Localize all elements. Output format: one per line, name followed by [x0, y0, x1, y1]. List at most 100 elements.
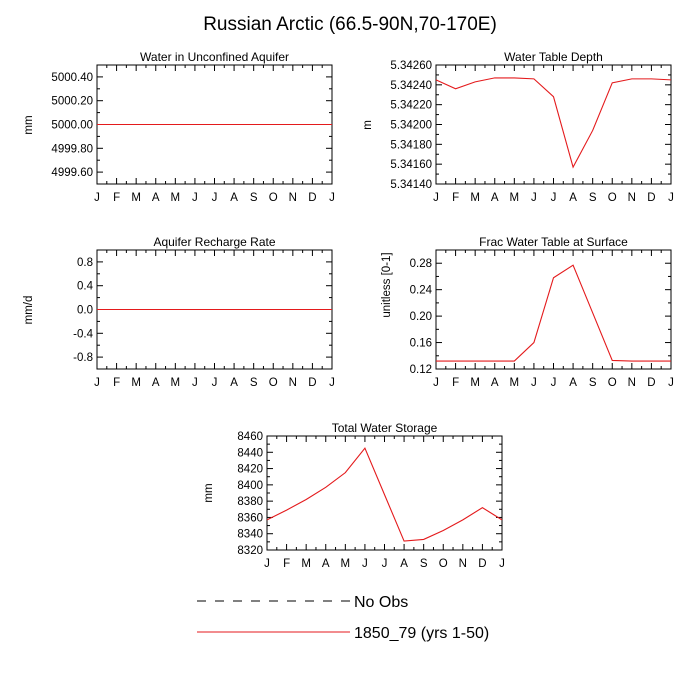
y-tick-label: -0.8: [73, 352, 93, 364]
y-axis-label: m: [362, 120, 374, 130]
x-tick-label: J: [499, 558, 505, 570]
x-tick-label: J: [433, 192, 439, 204]
y-tick-label: 0.12: [410, 364, 432, 376]
y-tick-label: 5.34160: [390, 159, 432, 171]
x-tick-label: S: [250, 192, 258, 204]
legend: No Obs 1850_79 (yrs 1-50): [197, 594, 489, 642]
x-tick-label: J: [264, 558, 270, 570]
x-tick-label: A: [491, 192, 499, 204]
x-tick-label: J: [531, 192, 537, 204]
x-tick-label: M: [470, 377, 480, 389]
y-tick-label: 0.4: [77, 281, 94, 293]
y-tick-label: 5.34260: [390, 60, 432, 72]
y-tick-label: 5.34240: [390, 80, 432, 92]
y-tick-label: 8320: [237, 545, 263, 557]
y-tick-label: 8360: [237, 512, 263, 524]
x-tick-label: J: [94, 377, 100, 389]
x-tick-label: A: [569, 192, 577, 204]
y-tick-label: 0.16: [410, 338, 432, 350]
y-tick-label: 5.34200: [390, 120, 432, 132]
y-tick-label: 5000.40: [51, 72, 93, 84]
y-axis-label: mm: [203, 483, 215, 502]
x-tick-label: J: [382, 558, 388, 570]
x-tick-label: F: [452, 192, 459, 204]
x-tick-label: A: [491, 377, 499, 389]
y-tick-label: 8460: [237, 431, 263, 443]
x-tick-label: A: [152, 377, 160, 389]
y-tick-label: 5.34220: [390, 100, 432, 112]
x-tick-label: M: [131, 192, 141, 204]
x-tick-label: S: [589, 377, 597, 389]
x-tick-label: J: [531, 377, 537, 389]
series-line-model: [436, 264, 671, 362]
y-tick-label: 4999.60: [51, 167, 93, 179]
y-tick-label: 5.34140: [390, 179, 432, 191]
x-tick-label: A: [322, 558, 330, 570]
panel-title: Water Table Depth: [504, 50, 603, 64]
y-tick-label: -0.4: [73, 328, 93, 340]
x-tick-label: J: [192, 377, 198, 389]
y-tick-label: 8440: [237, 447, 263, 459]
y-tick-label: 8400: [237, 480, 263, 492]
figure-title: Russian Arctic (66.5-90N,70-170E): [203, 14, 497, 35]
x-tick-label: J: [212, 192, 218, 204]
y-tick-label: 5000.20: [51, 96, 93, 108]
x-tick-label: J: [192, 192, 198, 204]
legend-label: 1850_79 (yrs 1-50): [354, 625, 489, 642]
x-tick-label: M: [510, 192, 520, 204]
y-tick-label: 4999.80: [51, 143, 93, 155]
x-tick-label: S: [589, 192, 597, 204]
x-tick-label: J: [329, 192, 335, 204]
panel-title: Total Water Storage: [332, 421, 438, 435]
y-tick-label: 5.34180: [390, 139, 432, 151]
y-axis-label: mm/d: [23, 296, 35, 325]
x-tick-label: O: [439, 558, 448, 570]
y-tick-label: 5000.00: [51, 120, 93, 132]
x-tick-label: J: [329, 377, 335, 389]
x-tick-label: D: [478, 558, 486, 570]
x-tick-label: M: [301, 558, 311, 570]
x-tick-label: J: [362, 558, 368, 570]
x-tick-label: M: [470, 192, 480, 204]
x-tick-label: O: [269, 377, 278, 389]
x-tick-label: N: [628, 192, 636, 204]
legend-label: No Obs: [354, 594, 408, 611]
y-tick-label: 8380: [237, 496, 263, 508]
y-tick-label: 0.28: [410, 258, 432, 270]
x-tick-label: J: [668, 377, 674, 389]
x-tick-label: O: [269, 192, 278, 204]
x-tick-label: M: [510, 377, 520, 389]
x-tick-label: J: [551, 377, 557, 389]
x-tick-label: J: [551, 192, 557, 204]
y-tick-label: 0.8: [77, 257, 93, 269]
y-tick-label: 8420: [237, 464, 263, 476]
x-tick-label: N: [628, 377, 636, 389]
x-tick-label: N: [459, 558, 467, 570]
y-tick-label: 0.0: [77, 305, 93, 317]
panel-title: Water in Unconfined Aquifer: [140, 50, 289, 64]
x-tick-label: N: [289, 377, 297, 389]
x-tick-label: M: [131, 377, 141, 389]
plot-frame: [435, 249, 672, 370]
y-tick-label: 0.24: [410, 285, 433, 297]
x-tick-label: F: [113, 192, 120, 204]
x-tick-label: J: [433, 377, 439, 389]
x-tick-label: D: [308, 192, 316, 204]
plot-frame: [266, 435, 503, 551]
x-tick-label: M: [171, 192, 181, 204]
x-tick-label: A: [230, 377, 238, 389]
x-tick-label: S: [420, 558, 428, 570]
x-tick-label: O: [608, 377, 617, 389]
series-line-model: [435, 77, 672, 169]
x-tick-label: A: [569, 377, 577, 389]
legend-entry: 1850_79 (yrs 1-50): [197, 625, 489, 642]
x-tick-label: M: [171, 377, 181, 389]
panel-title: Aquifer Recharge Rate: [153, 235, 275, 249]
x-tick-label: S: [250, 377, 258, 389]
series-line-model: [266, 447, 503, 542]
y-tick-label: 8340: [237, 529, 263, 541]
